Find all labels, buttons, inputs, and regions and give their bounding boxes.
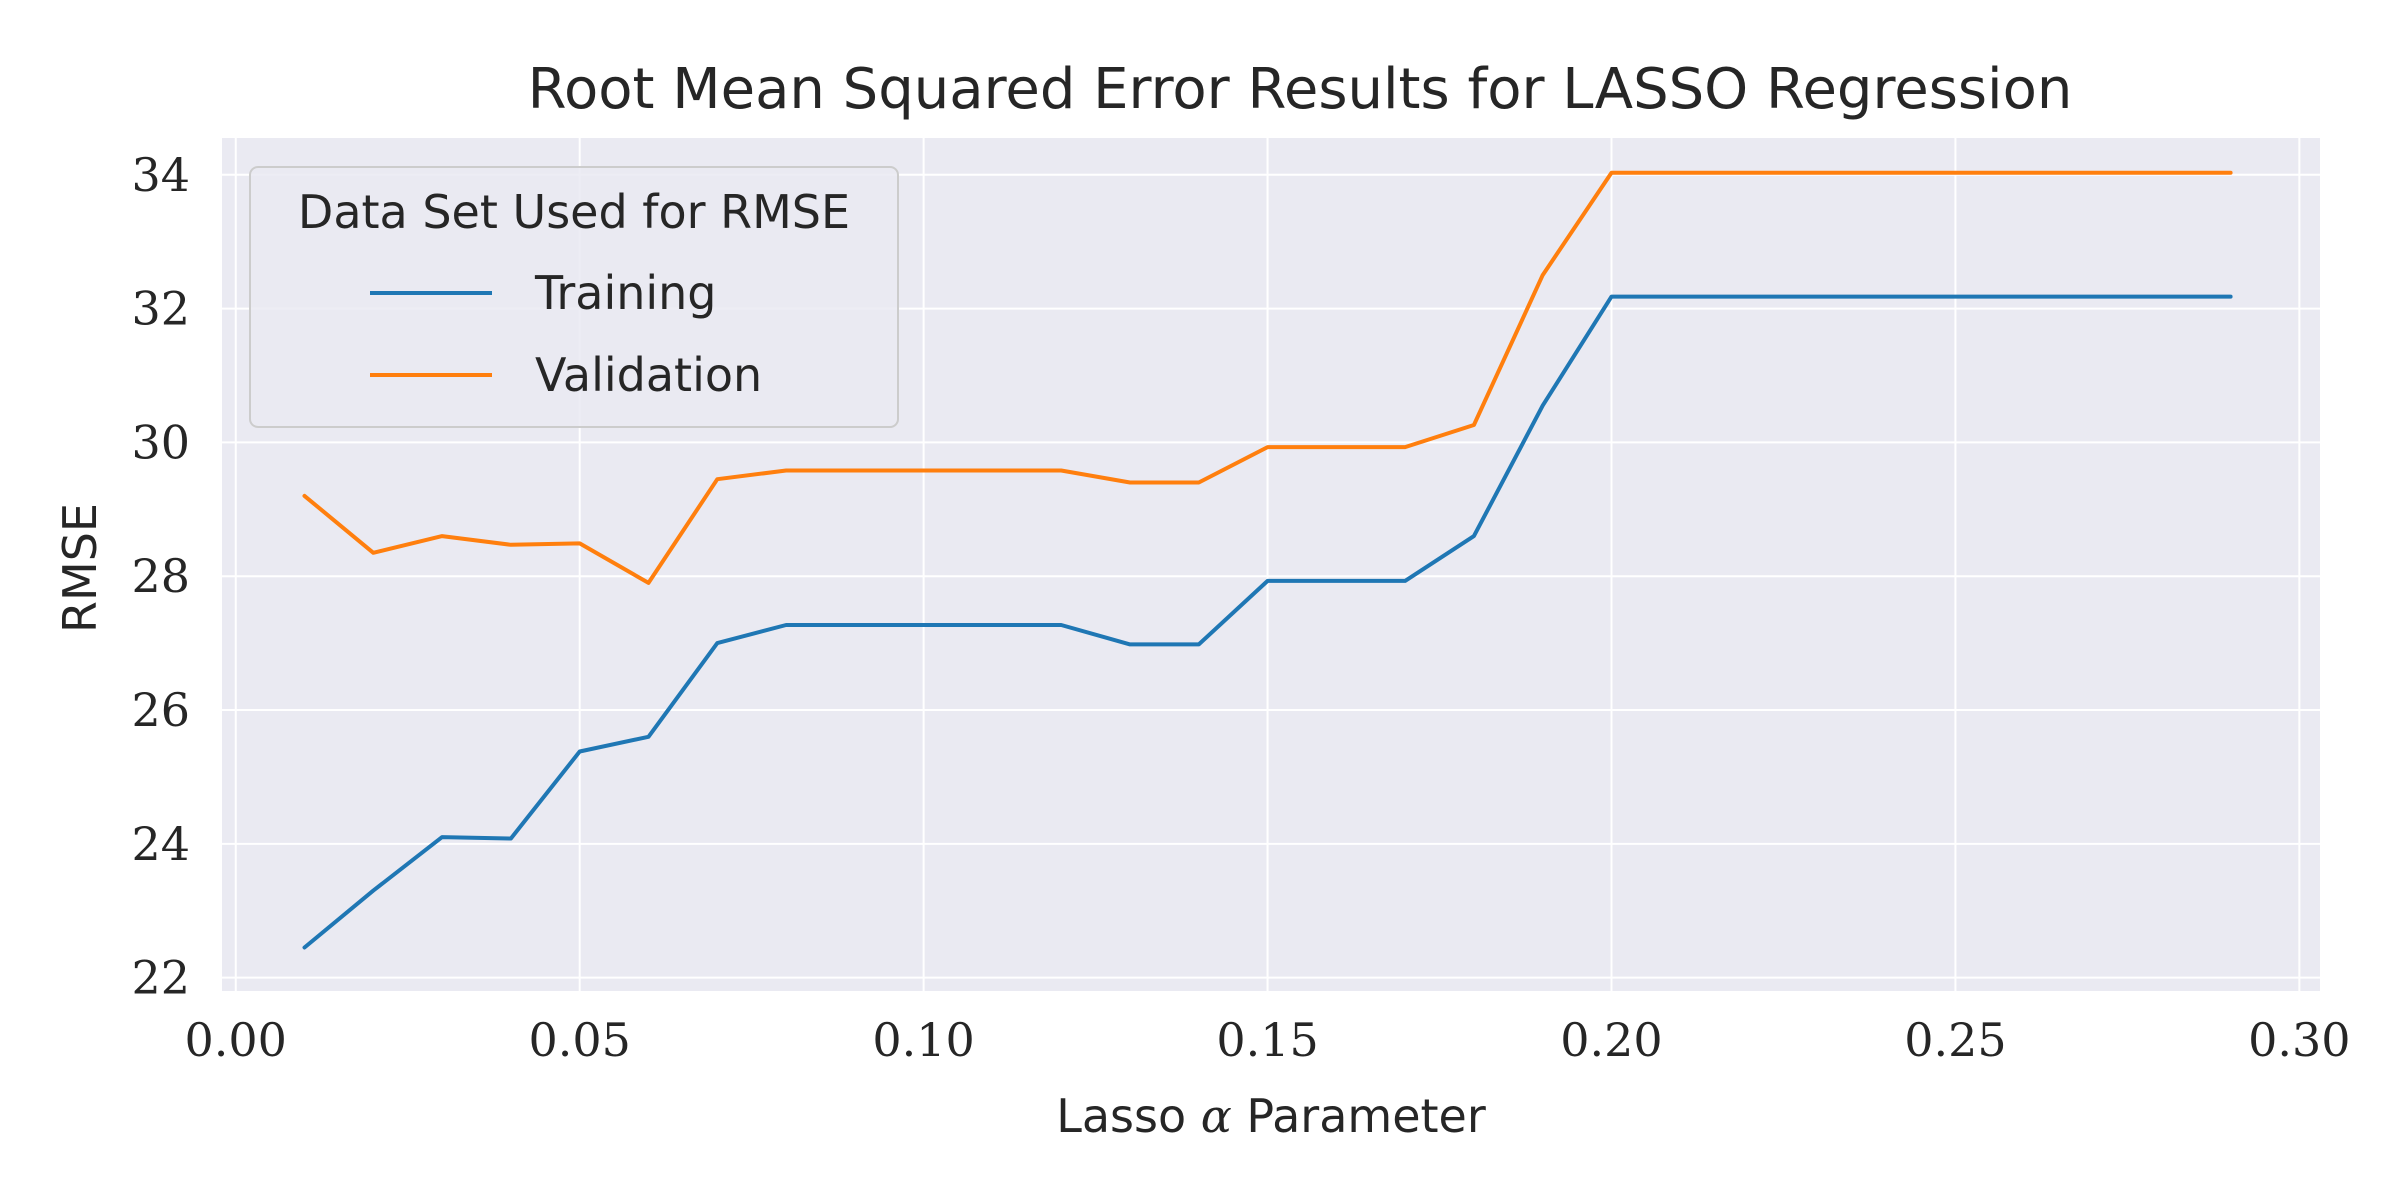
legend-label-training: Training — [534, 266, 717, 320]
y-tick-label: 30 — [131, 415, 190, 469]
legend-label-validation: Validation — [535, 348, 762, 402]
legend-box — [249, 166, 899, 428]
y-tick-label: 22 — [131, 951, 190, 1005]
x-tick-label: 0.10 — [872, 1013, 974, 1067]
x-tick-label: 0.25 — [1904, 1013, 2006, 1067]
y-tick-label: 28 — [131, 549, 190, 603]
legend: Data Set Used for RMSE Training Validatio… — [249, 166, 899, 428]
chart-title: Root Mean Squared Error Results for LASS… — [528, 57, 2073, 122]
x-tick-labels: 0.00 0.05 0.10 0.15 0.20 0.25 0.30 — [185, 1013, 2351, 1067]
x-axis-label-suffix: Parameter — [1232, 1089, 1486, 1143]
y-tick-labels: 22 24 26 28 30 32 34 — [131, 148, 190, 1005]
x-axis-label: Lasso α Parameter — [1056, 1089, 1486, 1143]
series-line-training — [302, 294, 2233, 950]
x-tick-label: 0.20 — [1560, 1013, 1662, 1067]
x-axis-label-symbol: α — [1201, 1089, 1232, 1143]
legend-entries: Training Validation — [370, 266, 762, 402]
y-tick-label: 34 — [131, 148, 190, 202]
x-axis-label-prefix: Lasso — [1056, 1089, 1201, 1143]
grid-lines — [222, 138, 2320, 991]
series-line-validation — [302, 170, 2233, 585]
x-tick-label: 0.00 — [185, 1013, 287, 1067]
legend-title: Data Set Used for RMSE — [298, 185, 850, 239]
x-tick-label: 0.05 — [528, 1013, 630, 1067]
y-tick-label: 26 — [131, 683, 190, 737]
y-tick-label: 24 — [131, 817, 190, 871]
y-tick-label: 32 — [131, 282, 190, 336]
series-layer — [302, 170, 2233, 950]
x-tick-label: 0.15 — [1216, 1013, 1318, 1067]
y-axis-label: RMSE — [53, 503, 107, 633]
x-tick-label: 0.30 — [2248, 1013, 2350, 1067]
